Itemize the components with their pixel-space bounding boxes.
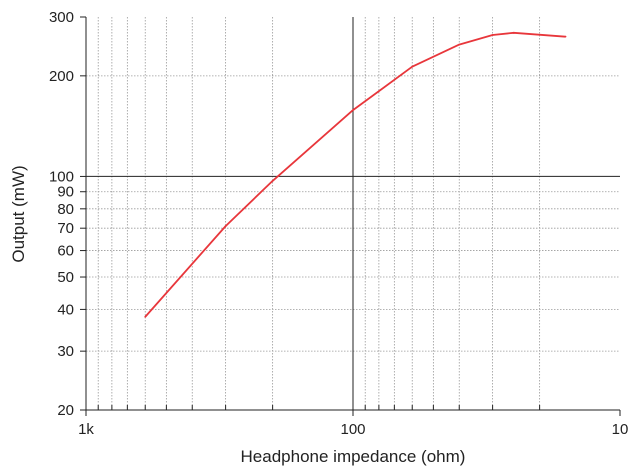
data-point [411,65,414,68]
data-point [144,315,147,318]
data-point [491,34,494,36]
y-tick-label: 100 [49,168,74,185]
y-tick-label: 300 [49,9,74,26]
data-point [271,179,274,182]
y-tick-label: 60 [57,243,74,260]
data-point [352,109,354,111]
x-tick-label: 1k [78,421,94,438]
data-point [512,31,515,34]
data-point [224,225,227,228]
y-tick-label: 40 [57,301,74,318]
data-series [144,31,567,318]
axes [80,16,621,416]
x-axis-title: Headphone impedance (ohm) [241,447,466,466]
y-tick-label: 20 [57,402,74,419]
data-point [564,35,567,38]
y-tick-label: 200 [49,68,74,85]
x-tick-label: 100 [340,421,365,438]
y-axis-title: Output (mW) [9,165,28,262]
data-point [458,43,461,46]
y-tick-label: 30 [57,343,74,360]
y-tick-label: 90 [57,184,74,201]
y-tick-label: 70 [57,220,74,237]
series-line [144,31,566,318]
x-tick-label: 10 [612,421,629,438]
major-gridlines [86,17,620,410]
y-tick-label: 80 [57,201,74,218]
x-tick-labels: 1k 100 10 [78,421,628,438]
y-tick-label: 50 [57,269,74,286]
